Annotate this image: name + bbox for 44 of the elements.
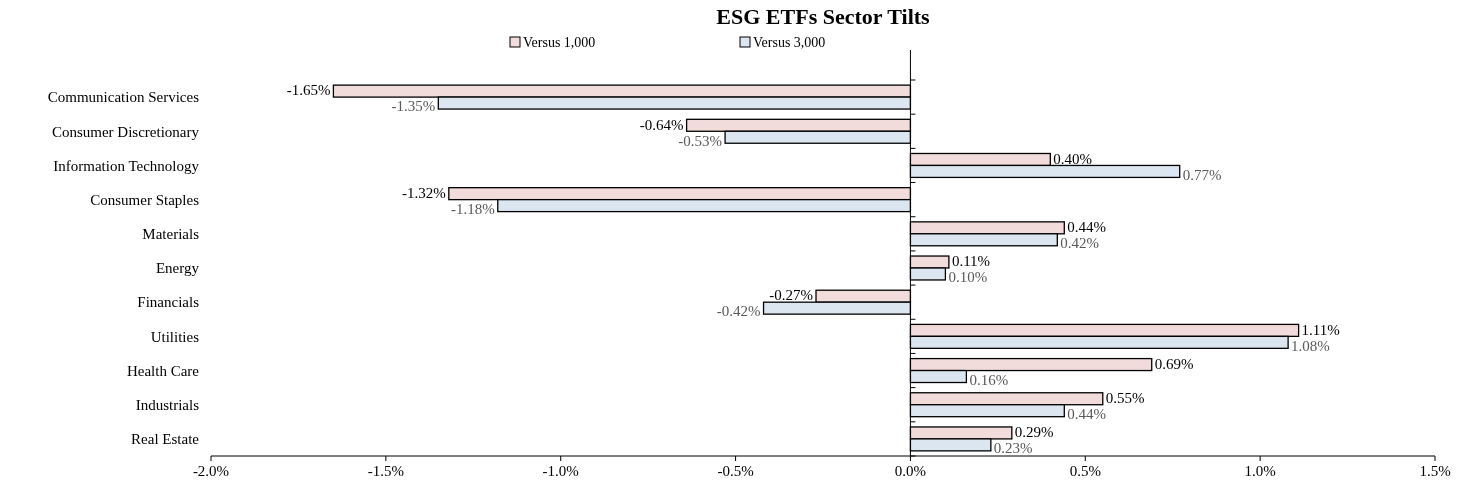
y-tick-label: Information Technology [53, 157, 200, 174]
data-label: 0.10% [948, 269, 988, 286]
data-label: 0.11% [951, 253, 991, 270]
y-tick-label: Health Care [126, 362, 200, 379]
data-label: 1.11% [1301, 321, 1340, 338]
x-tick-label: 0.5% [1069, 463, 1101, 479]
chart-title: ESG ETFs Sector Tilts [716, 4, 931, 29]
data-label: -1.32% [402, 184, 446, 201]
legend-label: Versus 1,000 [523, 34, 596, 50]
data-label: 0.69% [1154, 355, 1194, 372]
x-tick-label: -1.0% [542, 463, 579, 479]
y-tick-label: Energy [155, 260, 200, 277]
y-tick-label: Financials [137, 294, 200, 311]
x-tick-label: 0.0% [894, 463, 927, 479]
data-label: 0.42% [1060, 235, 1100, 252]
y-tick-label: Consumer Staples [90, 191, 200, 208]
x-tick-label: 1.5% [1419, 463, 1451, 479]
x-tick-label: -1.5% [367, 463, 404, 479]
data-label: -1.35% [391, 98, 436, 115]
data-label: 0.40% [1053, 150, 1093, 167]
data-label: -0.42% [716, 303, 761, 320]
y-tick-label: Real Estate [131, 431, 200, 448]
data-label: 0.55% [1105, 390, 1145, 406]
data-label: -0.53% [678, 132, 723, 149]
data-label: -1.65% [286, 82, 331, 99]
y-tick-label: Utilities [150, 328, 200, 345]
y-tick-label: Consumer Discretionary [51, 123, 200, 140]
data-label: 0.77% [1182, 166, 1222, 183]
data-label: 0.23% [993, 440, 1033, 457]
y-tick-label: Materials [142, 226, 200, 243]
x-tick-label: 1.0% [1244, 463, 1276, 479]
data-label: 1.08% [1291, 337, 1330, 354]
data-label: 0.44% [1067, 219, 1107, 236]
x-tick-label: -2.0% [192, 463, 230, 479]
x-tick-label: -0.5% [717, 463, 754, 479]
y-tick-label: Industrials [135, 396, 200, 413]
data-label: -0.64% [639, 116, 684, 133]
y-tick-label: Communication Services [47, 89, 200, 106]
data-label: 0.16% [969, 371, 1009, 388]
data-label: 0.44% [1067, 405, 1107, 422]
data-label: 0.29% [1014, 424, 1054, 441]
legend-label: Versus 3,000 [753, 34, 826, 50]
data-label: -1.18% [451, 200, 495, 217]
data-label: -0.27% [769, 287, 814, 304]
